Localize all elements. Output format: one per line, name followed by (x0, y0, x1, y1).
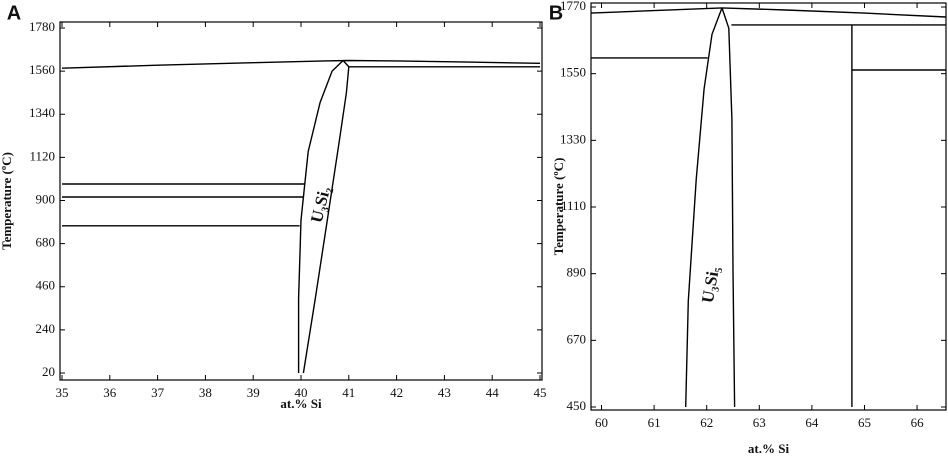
phase-boundary (685, 7, 723, 408)
x-tick-label: 61 (648, 415, 661, 430)
phase-boundary (302, 60, 350, 374)
y-tick-label: 20 (42, 364, 55, 379)
phase-boundary (61, 59, 541, 69)
x-tick-label: 37 (151, 385, 165, 400)
x-tick-label: 41 (342, 385, 355, 400)
y-tick-label: 1120 (29, 148, 55, 163)
panel-label: A (7, 2, 21, 24)
x-tick-label: 66 (911, 415, 925, 430)
x-tick-label: 43 (438, 385, 451, 400)
x-tick-label: 45 (534, 385, 547, 400)
y-tick-label: 900 (36, 191, 56, 206)
x-tick-label: 64 (805, 415, 819, 430)
x-tick-label: 63 (753, 415, 766, 430)
x-tick-label: 65 (858, 415, 871, 430)
y-tick-label: 890 (567, 265, 587, 280)
y-axis-title: Temperature (ºC) (551, 158, 566, 256)
y-tick-label: 240 (36, 321, 56, 336)
y-tick-label: 1340 (29, 105, 55, 120)
y-tick-label: 1110 (561, 198, 586, 213)
x-tick-label: 42 (390, 385, 403, 400)
panel-label: B (549, 2, 563, 24)
x-axis-title: at.% Si (748, 441, 790, 456)
x-tick-label: 38 (199, 385, 212, 400)
phase-boundary (721, 7, 736, 408)
phase-boundary (297, 59, 344, 373)
x-tick-label: 35 (56, 385, 69, 400)
x-axis-title: at.% Si (280, 396, 322, 411)
phase-label: U₃Si₅ (698, 265, 723, 304)
y-tick-label: 670 (567, 331, 587, 346)
phase-boundary (590, 7, 947, 18)
y-tick-label: 1780 (29, 19, 55, 34)
y-tick-label: 1550 (560, 65, 586, 80)
plot-frame (59, 21, 543, 381)
y-tick-label: 460 (36, 278, 56, 293)
y-tick-label: 1560 (29, 62, 55, 77)
x-tick-label: 36 (103, 385, 117, 400)
plot-frame (590, 2, 947, 411)
x-tick-label: 62 (700, 415, 713, 430)
x-tick-label: 39 (247, 385, 260, 400)
y-tick-label: 450 (567, 398, 587, 413)
x-tick-label: 40 (295, 385, 308, 400)
y-axis-title: Temperature (ºC) (0, 152, 14, 250)
phase-label: U₃Si₂ (307, 185, 334, 225)
y-tick-label: 1330 (560, 131, 586, 146)
y-tick-label: 680 (36, 235, 56, 250)
x-tick-label: 60 (595, 415, 608, 430)
x-tick-label: 44 (486, 385, 500, 400)
y-tick-label: 1770 (560, 0, 586, 13)
